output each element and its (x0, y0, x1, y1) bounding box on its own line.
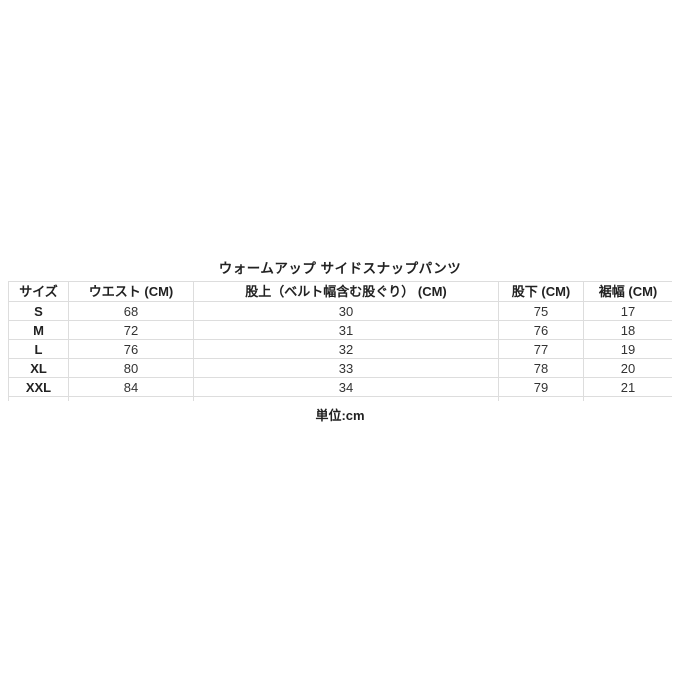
cell-inseam: 79 (498, 377, 584, 397)
cell-size: M (8, 320, 69, 340)
unit-note: 単位:cm (315, 408, 365, 423)
cell-size: XL (8, 358, 69, 378)
table-row: XXL 84 34 79 21 (8, 377, 672, 397)
cell-waist: 68 (68, 301, 194, 321)
cell-waist: 84 (68, 377, 194, 397)
cell-rise: 32 (193, 339, 499, 359)
cell-rise: 34 (193, 377, 499, 397)
cell-waist: 72 (68, 320, 194, 340)
cell-inseam: 76 (498, 320, 584, 340)
clipped-partial-row (8, 396, 672, 401)
cell-rise: 31 (193, 320, 499, 340)
cell-hem: 17 (583, 301, 672, 321)
column-header-size: サイズ (8, 281, 69, 302)
cell-waist: 76 (68, 339, 194, 359)
cell-size: L (8, 339, 69, 359)
cell-waist: 80 (68, 358, 194, 378)
cell-inseam: 75 (498, 301, 584, 321)
cell-rise: 33 (193, 358, 499, 378)
table-row: S 68 30 75 17 (8, 301, 672, 321)
column-header-rise: 股上（ベルト幅含む股ぐり） (CM) (193, 281, 499, 302)
size-chart-table: サイズ ウエスト (CM) 股上（ベルト幅含む股ぐり） (CM) 股下 (CM)… (8, 281, 672, 401)
page-title: ウォームアップ サイドスナップパンツ (218, 261, 462, 276)
table-row: L 76 32 77 19 (8, 339, 672, 359)
cell-hem: 19 (583, 339, 672, 359)
header-row: サイズ ウエスト (CM) 股上（ベルト幅含む股ぐり） (CM) 股下 (CM)… (8, 281, 672, 302)
column-header-hem: 裾幅 (CM) (583, 281, 672, 302)
cell-hem: 21 (583, 377, 672, 397)
cell-inseam: 77 (498, 339, 584, 359)
cell-size: XXL (8, 377, 69, 397)
size-chart-container: サイズ ウエスト (CM) 股上（ベルト幅含む股ぐり） (CM) 股下 (CM)… (8, 281, 672, 401)
table-row: XL 80 33 78 20 (8, 358, 672, 378)
cell-rise: 30 (193, 301, 499, 321)
cell-size: S (8, 301, 69, 321)
column-header-waist: ウエスト (CM) (68, 281, 194, 302)
cell-inseam: 78 (498, 358, 584, 378)
column-header-inseam: 股下 (CM) (498, 281, 584, 302)
cell-hem: 20 (583, 358, 672, 378)
cell-hem: 18 (583, 320, 672, 340)
table-row: M 72 31 76 18 (8, 320, 672, 340)
